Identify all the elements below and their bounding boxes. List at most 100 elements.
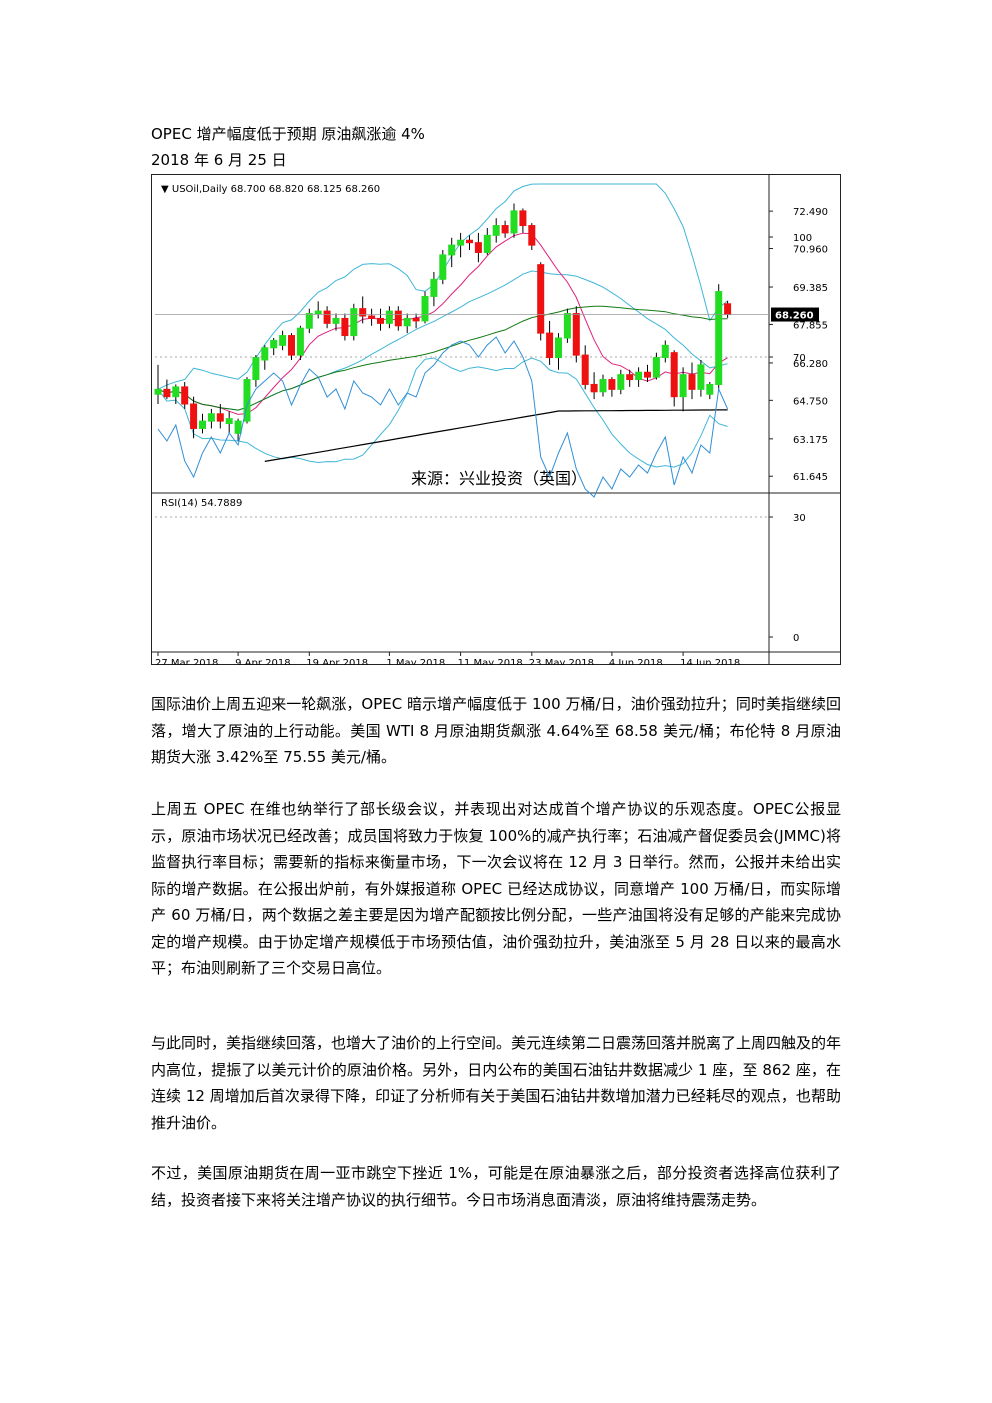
candle-body	[305, 313, 313, 329]
rsi-tick-label: 100	[793, 233, 812, 244]
candle-body	[403, 317, 411, 327]
candle-body	[492, 225, 500, 236]
candle-body	[555, 337, 562, 359]
rsi-line	[157, 336, 729, 498]
candle-body	[688, 374, 696, 390]
price-tick-label: 63.175	[793, 435, 828, 446]
candle-body	[270, 339, 278, 349]
candle-body	[181, 386, 189, 405]
candle-body	[163, 388, 171, 398]
candle-body	[448, 244, 456, 256]
candle-body	[261, 347, 269, 361]
candle-body	[697, 364, 705, 390]
candle-body	[207, 413, 215, 422]
candle-body	[412, 317, 420, 322]
time-tick-label: 27 Mar 2018	[155, 658, 218, 665]
time-tick-label: 14 Jun 2018	[680, 658, 740, 665]
paragraph-3: 与此同时，美指继续回落，也增大了油价的上行空间。美元连续第二日震荡回落并脱离了上…	[151, 1034, 842, 1132]
candle-body	[279, 335, 287, 346]
last-price-label: 68.260	[775, 311, 814, 322]
price-tick-label: 72.490	[793, 207, 828, 218]
mid-ma-line	[157, 305, 728, 411]
candle-body	[563, 313, 571, 339]
price-tick-label: 70.960	[793, 245, 828, 256]
candle-body	[537, 264, 545, 334]
candle-body	[385, 310, 393, 324]
candle-body	[332, 317, 340, 324]
candle-body	[457, 239, 465, 246]
candle-body	[225, 418, 233, 425]
candle-body	[572, 313, 580, 356]
candle-body	[528, 225, 536, 246]
time-tick-label: 4 Jun 2018	[609, 658, 663, 665]
candle-body	[590, 383, 598, 393]
fast-ma-line	[157, 232, 728, 415]
candle-body	[599, 379, 607, 393]
price-tick-label: 61.645	[793, 472, 828, 483]
candle-body	[661, 344, 669, 359]
candle-body	[323, 310, 331, 324]
chart-watermark: 来源：兴业投资（英国）	[411, 469, 587, 488]
last-price-box	[771, 307, 819, 322]
article-date: 2018 年 6 月 25 日	[151, 151, 287, 169]
candle-body	[652, 357, 660, 378]
chart-symbol-label: ▼ USOil,Daily 68.700 68.820 68.125 68.26…	[161, 184, 380, 195]
candle-body	[368, 315, 376, 319]
candle-body	[679, 374, 687, 398]
candle-body	[608, 379, 616, 390]
time-tick-label: 9 Apr 2018	[235, 658, 290, 665]
paragraph-2: 上周五 OPEC 在维也纳举行了部长级会议，并表现出对达成首个增产协议的乐观态度…	[151, 800, 841, 977]
time-tick-label: 11 May 2018	[458, 658, 523, 665]
slow-ma-line	[264, 409, 728, 462]
candle-body	[216, 413, 224, 422]
candle-body	[715, 291, 723, 385]
candle-body	[421, 295, 429, 322]
candle-body	[501, 225, 509, 234]
candle-body	[644, 371, 651, 378]
candle-body	[706, 383, 714, 395]
candle-body	[288, 335, 295, 356]
rsi-tick-label: 70	[793, 353, 806, 364]
candle-body	[172, 386, 180, 398]
time-tick-label: 19 Apr 2018	[306, 658, 368, 665]
candle-body	[154, 388, 162, 395]
candle-body	[439, 254, 447, 280]
candle-body	[670, 352, 678, 398]
candle-body	[394, 310, 402, 327]
candle-body	[635, 371, 643, 381]
oil-price-chart: 72.490 70.960 69.385 67.855 66.280 64.750 63.1…	[151, 174, 841, 665]
bollinger-lower-line	[157, 357, 728, 468]
candle-body	[252, 357, 260, 381]
candle-body	[519, 210, 527, 227]
candle-body	[466, 239, 473, 244]
rsi-tick-label: 0	[793, 633, 799, 644]
price-tick-label: 67.855	[793, 320, 828, 331]
chart-canvas: 72.490 70.960 69.385 67.855 66.280 64.750 63.1…	[151, 174, 841, 665]
paragraph-1: 国际油价上周五迎来一轮飙涨，OPEC 暗示增产幅度低于 100 万桶/日，油价强…	[151, 695, 841, 766]
candle-body	[296, 327, 304, 356]
candle-body	[199, 420, 206, 429]
candle-body	[724, 303, 732, 316]
candle-body	[483, 234, 491, 253]
time-tick-label: 23 May 2018	[529, 658, 594, 665]
candle-body	[314, 310, 322, 315]
rsi-label: RSI(14) 54.7889	[161, 498, 242, 509]
candle-body	[510, 210, 518, 234]
candle-body	[430, 278, 438, 297]
price-tick-label: 64.750	[793, 396, 828, 407]
candle-body	[377, 317, 384, 324]
candle-body	[626, 374, 634, 381]
candle-body	[617, 374, 625, 390]
price-tick-label: 66.280	[793, 359, 828, 370]
candle-body	[350, 308, 358, 337]
candle-body	[581, 354, 589, 385]
candle-body	[341, 317, 349, 337]
candle-body	[359, 308, 367, 317]
rsi-tick-label: 30	[793, 513, 806, 524]
paragraph-4: 不过，美国原油期货在周一亚市跳空下挫近 1%，可能是在原油暴涨之后，部分投资者选…	[151, 1164, 841, 1209]
chart-frame	[151, 174, 841, 665]
price-tick-label: 69.385	[793, 283, 828, 294]
candle-body	[474, 242, 482, 253]
time-tick-label: 1 May 2018	[386, 658, 445, 665]
